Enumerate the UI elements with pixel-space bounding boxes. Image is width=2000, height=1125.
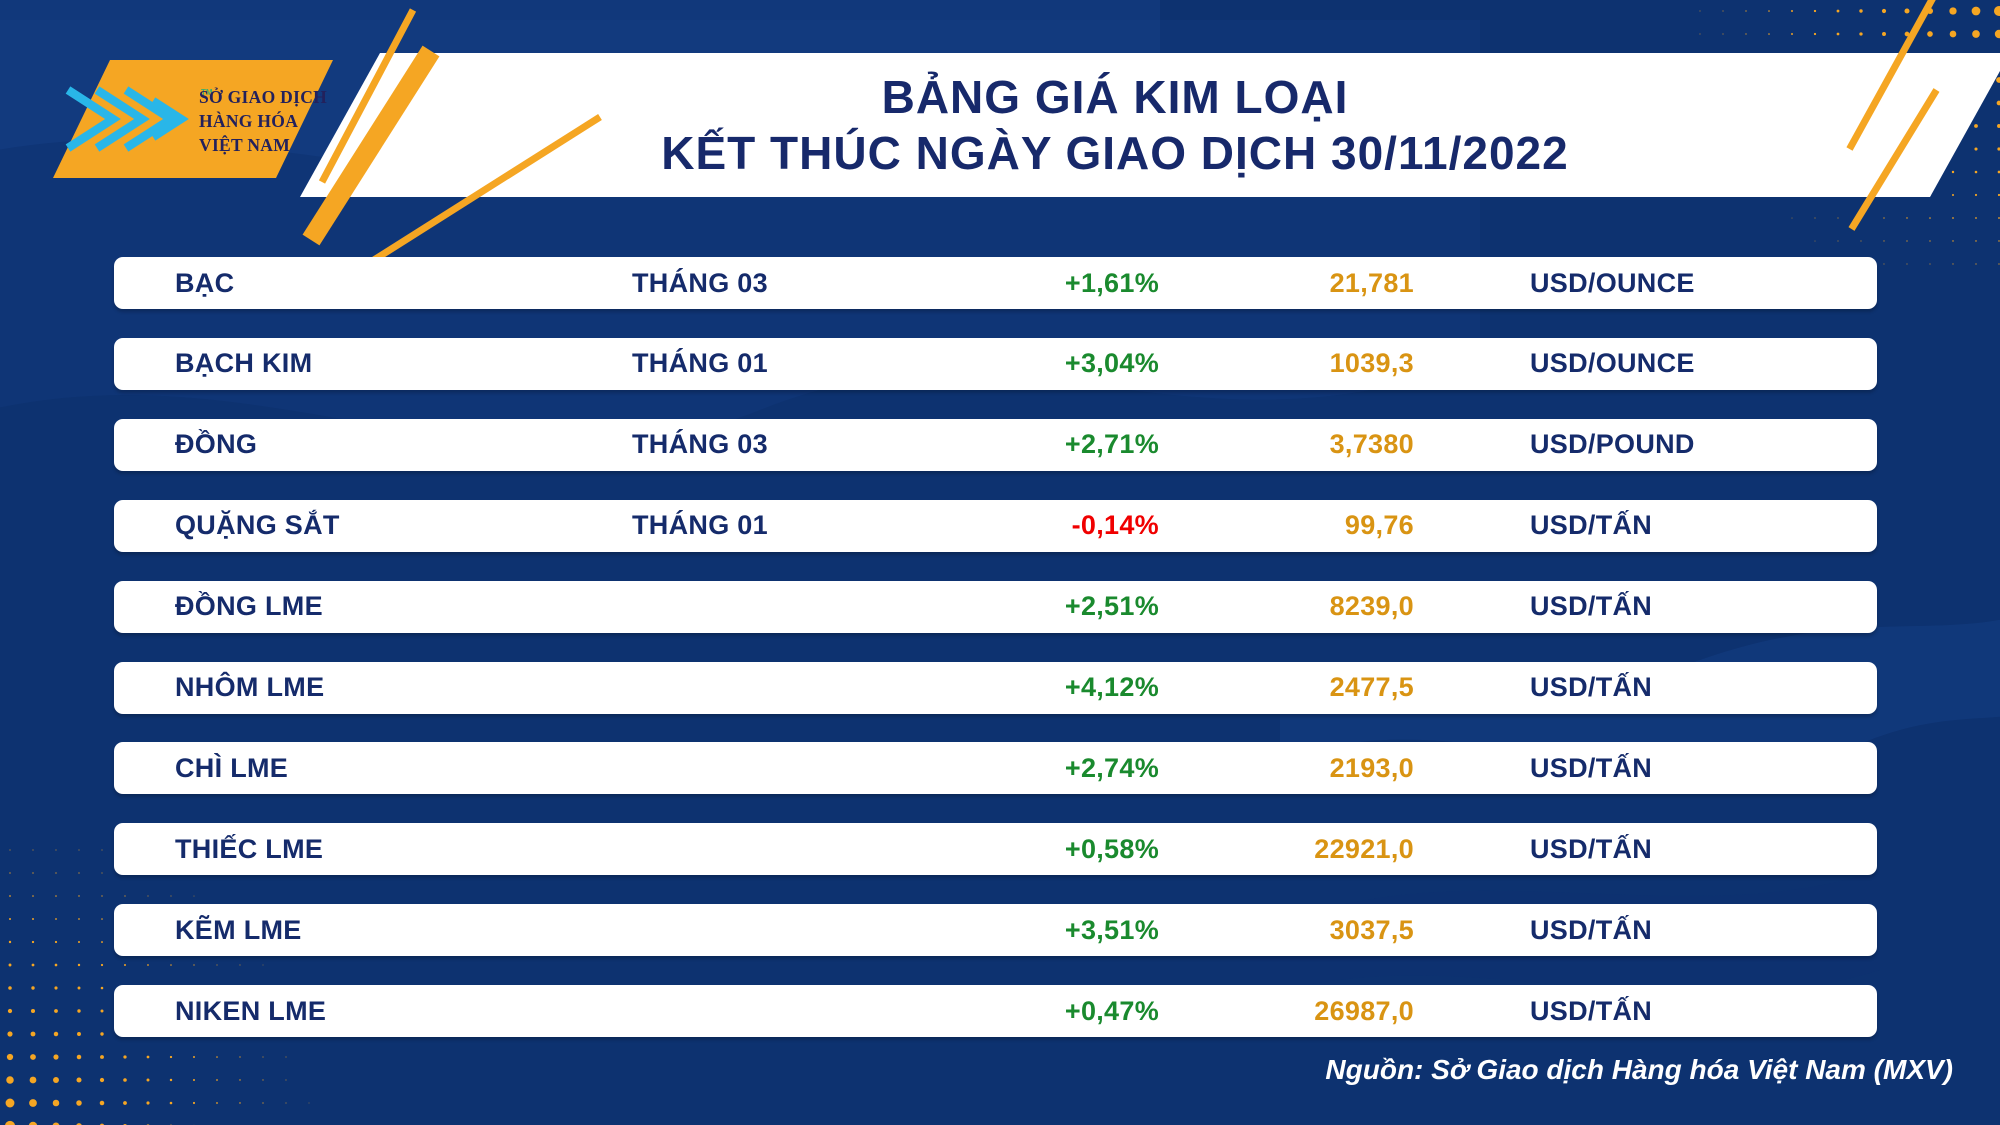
- svg-text:SỞ GIAO DỊCH: SỞ GIAO DỊCH: [199, 87, 327, 107]
- svg-text:HÀNG HÓA: HÀNG HÓA: [199, 111, 298, 131]
- svg-text:VIỆT NAM: VIỆT NAM: [199, 135, 290, 155]
